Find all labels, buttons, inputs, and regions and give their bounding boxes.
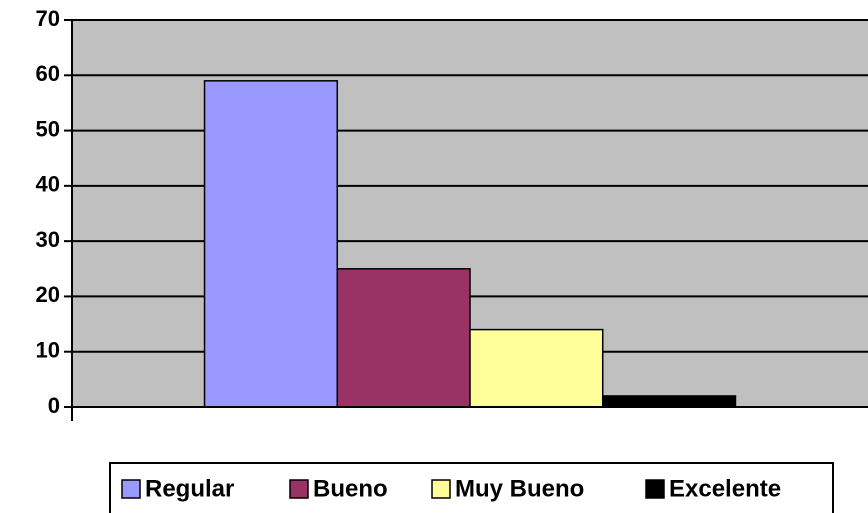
legend-swatch [431,479,451,499]
bar [601,395,737,408]
y-tick-label: 40 [36,172,60,197]
bars [203,80,737,408]
y-tick-label: 60 [36,61,60,86]
legend-swatch [121,479,141,499]
bar [469,328,604,408]
y-tick-label: 10 [36,338,60,363]
legend-label: Regular [145,475,234,502]
y-tick-label: 30 [36,227,60,252]
y-tick-label: 0 [48,393,60,418]
legend-swatch [289,479,309,499]
y-tick-label: 20 [36,282,60,307]
legend-label: Excelente [669,475,781,502]
y-tick-label: 50 [36,116,60,141]
legend-box [109,462,834,513]
bar [203,80,339,408]
legend-label: Muy Bueno [455,475,584,502]
bar [336,268,471,408]
legend: Regular Bueno Muy Bueno Excelente [121,475,781,502]
axes: 0 10 20 30 40 50 60 70 [36,6,868,421]
y-tick-label: 70 [36,6,60,31]
legend-swatch [645,479,665,499]
legend-label: Bueno [313,475,388,502]
